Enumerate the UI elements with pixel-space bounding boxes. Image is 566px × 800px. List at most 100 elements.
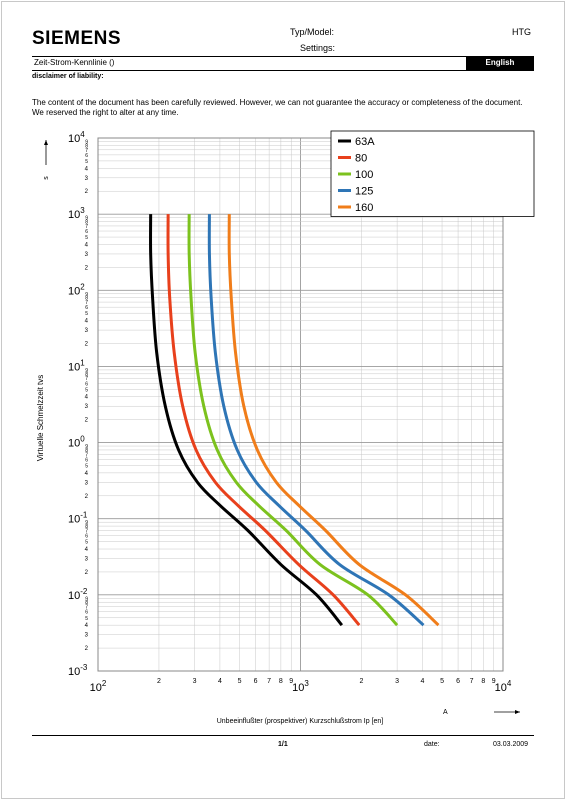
typ-model-value: HTG (512, 27, 531, 37)
y-minor-tick-label: 2 (85, 646, 89, 652)
y-minor-tick-label: 7 (85, 224, 88, 230)
siemens-logo: SIEMENS (32, 28, 122, 49)
y-minor-tick-label: 6 (85, 457, 88, 463)
x-minor-tick-label: 2 (360, 678, 364, 685)
y-minor-tick-label: 2 (85, 494, 89, 500)
y-minor-tick-label: 4 (85, 395, 89, 401)
y-axis-label: Virtuelle Schmelzzeit tvs (36, 375, 45, 462)
y-minor-tick-label: 2 (85, 418, 89, 424)
y-minor-tick-label: 8 (85, 372, 88, 378)
y-minor-tick-label: 9 (85, 139, 88, 145)
y-decade-tick-label: 10-1 (68, 511, 88, 526)
x-minor-tick-label: 7 (470, 678, 474, 685)
y-minor-tick-label: 8 (85, 220, 88, 226)
date-value: 03.03.2009 (493, 741, 529, 748)
language-button[interactable]: English (466, 56, 534, 70)
y-minor-tick-label: 2 (85, 570, 89, 576)
x-minor-tick-label: 3 (193, 678, 197, 685)
x-decade-tick-label: 102 (90, 679, 107, 694)
legend-label: 80 (355, 153, 367, 165)
x-arrow-head (515, 710, 520, 714)
x-minor-tick-label: 9 (289, 678, 293, 685)
y-minor-tick-label: 5 (85, 463, 88, 469)
legend-label: 160 (355, 202, 373, 214)
y-minor-tick-label: 3 (85, 176, 89, 182)
plot-frame (97, 137, 504, 672)
y-minor-tick-label: 9 (85, 444, 88, 450)
y-minor-tick-label: 6 (85, 153, 88, 159)
y-minor-tick-label: 7 (85, 529, 88, 535)
x-minor-tick-label: 2 (157, 678, 161, 685)
y-minor-tick-label: 4 (85, 623, 89, 629)
y-decade-tick-label: 103 (68, 206, 85, 221)
x-minor-tick-label: 4 (420, 678, 424, 685)
y-minor-tick-label: 9 (85, 596, 88, 602)
y-minor-tick-label: 6 (85, 229, 88, 235)
y-decade-tick-label: 101 (68, 358, 85, 373)
y-minor-tick-label: 8 (85, 524, 88, 530)
y-minor-tick-label: 5 (85, 235, 88, 241)
y-minor-tick-label: 3 (85, 557, 89, 563)
y-decade-tick-label: 100 (68, 435, 85, 450)
y-arrow-head (44, 140, 48, 145)
footer-divider (32, 735, 534, 736)
x-unit-label: A (443, 709, 448, 716)
y-minor-tick-label: 9 (85, 368, 88, 374)
y-minor-tick-label: 7 (85, 300, 88, 306)
y-minor-tick-label: 8 (85, 448, 88, 454)
x-minor-tick-label: 9 (492, 678, 496, 685)
y-minor-tick-label: 8 (85, 143, 88, 149)
header-divider (32, 56, 534, 57)
y-decade-tick-label: 102 (68, 282, 85, 297)
y-minor-tick-label: 8 (85, 600, 88, 606)
x-minor-tick-label: 8 (481, 678, 485, 685)
y-minor-tick-label: 4 (85, 547, 89, 553)
y-minor-tick-label: 2 (85, 342, 89, 348)
typ-model-label: Typ/Model: (290, 27, 335, 37)
y-minor-tick-label: 7 (85, 605, 88, 611)
y-minor-tick-label: 5 (85, 387, 88, 393)
x-minor-tick-label: 6 (254, 678, 258, 685)
x-minor-tick-label: 4 (218, 678, 222, 685)
y-minor-tick-label: 6 (85, 610, 88, 616)
y-decade-tick-label: 104 (68, 130, 85, 145)
y-minor-tick-label: 2 (85, 189, 89, 195)
settings-label: Settings: (300, 43, 336, 53)
y-minor-tick-label: 5 (85, 311, 88, 317)
legend-label: 100 (355, 169, 373, 181)
x-minor-tick-label: 8 (279, 678, 283, 685)
y-decade-tick-label: 10-2 (68, 587, 88, 602)
x-decade-tick-label: 103 (292, 679, 309, 694)
y-minor-tick-label: 5 (85, 616, 88, 622)
y-unit-label: s (43, 176, 50, 180)
curve-160 (227, 214, 440, 627)
document-title: Zeit-Strom-Kennlinie () (34, 58, 115, 67)
x-minor-tick-label: 6 (456, 678, 460, 685)
y-minor-tick-label: 7 (85, 148, 88, 154)
disclaimer-text: The content of the document has been car… (32, 98, 523, 117)
y-minor-tick-label: 9 (85, 292, 88, 298)
x-axis-label: Unbeeinflußter (prospektiver) Kurzschluß… (217, 718, 384, 725)
curve-80 (166, 214, 361, 627)
legend-box (330, 130, 535, 217)
y-minor-tick-label: 8 (85, 296, 88, 302)
y-minor-tick-label: 5 (85, 540, 88, 546)
axis-decorations: Unbeeinflußter (prospektiver) Kurzschluß… (36, 140, 520, 725)
y-minor-tick-label: 9 (85, 216, 88, 222)
y-minor-tick-label: 4 (85, 471, 89, 477)
chart-tick-labels: 2 3 4 5 6 7 8 9 2 3 4 5 6 7 8 9234567892345678923456789… (68, 130, 512, 694)
y-minor-tick-label: 5 (85, 159, 88, 165)
y-minor-tick-label: 3 (85, 328, 89, 334)
y-minor-tick-label: 6 (85, 534, 88, 540)
chart-legend: 63A 80 100 125 160 (330, 130, 535, 217)
y-minor-tick-label: 6 (85, 305, 88, 311)
chart-grid (97, 137, 504, 672)
x-minor-tick-label: 5 (440, 678, 444, 685)
curve-63a (149, 214, 343, 627)
y-minor-tick-label: 3 (85, 404, 89, 410)
y-minor-tick-label: 4 (85, 242, 89, 248)
y-minor-tick-label: 6 (85, 381, 88, 387)
x-minor-tick-label: 5 (238, 678, 242, 685)
